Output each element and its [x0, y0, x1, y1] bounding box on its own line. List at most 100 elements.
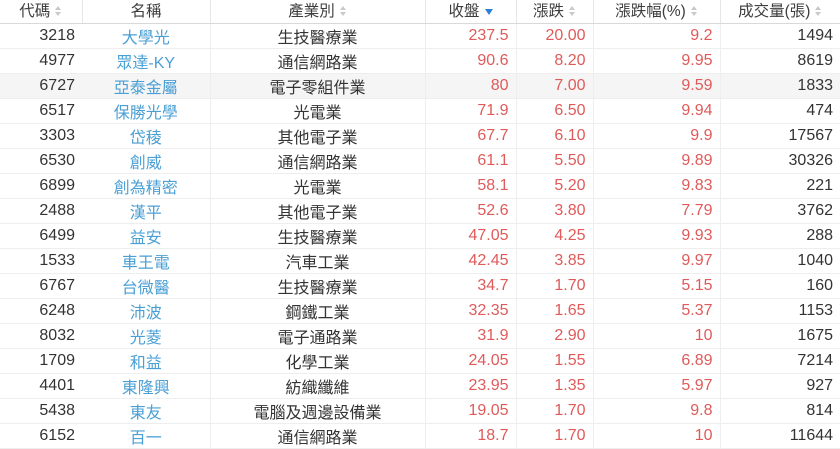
cell-pct: 9.93 — [593, 223, 720, 248]
cell-pct: 10 — [593, 423, 720, 448]
column-header-close[interactable]: 收盤 — [425, 0, 516, 23]
sort-both-icon[interactable] — [340, 5, 347, 17]
sort-both-icon[interactable] — [55, 5, 62, 17]
cell-name[interactable]: 東友 — [82, 398, 210, 423]
cell-name[interactable]: 光菱 — [82, 323, 210, 348]
cell-volume: 7214 — [720, 348, 840, 373]
cell-sector: 通信網路業 — [210, 48, 425, 73]
cell-close: 31.9 — [425, 323, 516, 348]
cell-code: 6727 — [0, 73, 82, 98]
cell-change: 1.65 — [516, 298, 593, 323]
sort-both-icon[interactable] — [815, 5, 822, 17]
cell-code: 6767 — [0, 273, 82, 298]
cell-volume: 927 — [720, 373, 840, 398]
cell-code: 6530 — [0, 148, 82, 173]
cell-name[interactable]: 沛波 — [82, 298, 210, 323]
cell-name[interactable]: 大學光 — [82, 23, 210, 48]
cell-pct: 9.94 — [593, 98, 720, 123]
column-header-sector[interactable]: 產業別 — [210, 0, 425, 23]
column-header-volume[interactable]: 成交量(張) — [720, 0, 840, 23]
cell-pct: 9.89 — [593, 148, 720, 173]
cell-pct: 9.95 — [593, 48, 720, 73]
cell-sector: 化學工業 — [210, 348, 425, 373]
cell-name[interactable]: 台微醫 — [82, 273, 210, 298]
cell-close: 23.95 — [425, 373, 516, 398]
cell-sector: 汽車工業 — [210, 248, 425, 273]
cell-sector: 紡織纖維 — [210, 373, 425, 398]
cell-volume: 474 — [720, 98, 840, 123]
cell-change: 6.50 — [516, 98, 593, 123]
cell-pct: 5.37 — [593, 298, 720, 323]
cell-pct: 9.2 — [593, 23, 720, 48]
cell-close: 24.05 — [425, 348, 516, 373]
cell-name[interactable]: 車王電 — [82, 248, 210, 273]
cell-name[interactable]: 眾達-KY — [82, 48, 210, 73]
cell-sector: 光電業 — [210, 98, 425, 123]
cell-sector: 其他電子業 — [210, 123, 425, 148]
cell-name[interactable]: 益安 — [82, 223, 210, 248]
cell-volume: 1153 — [720, 298, 840, 323]
cell-code: 3218 — [0, 23, 82, 48]
cell-name[interactable]: 保勝光學 — [82, 98, 210, 123]
cell-volume: 1833 — [720, 73, 840, 98]
cell-name[interactable]: 東隆興 — [82, 373, 210, 398]
cell-code: 6152 — [0, 423, 82, 448]
column-header-volume-label: 成交量(張) — [738, 4, 810, 20]
cell-close: 67.7 — [425, 123, 516, 148]
cell-volume: 1675 — [720, 323, 840, 348]
cell-sector: 光電業 — [210, 173, 425, 198]
cell-name[interactable]: 亞泰金屬 — [82, 73, 210, 98]
cell-close: 80 — [425, 73, 516, 98]
cell-code: 8032 — [0, 323, 82, 348]
cell-code: 5438 — [0, 398, 82, 423]
column-header-pct-label: 漲跌幅(%) — [615, 4, 686, 20]
cell-close: 52.6 — [425, 198, 516, 223]
cell-change: 4.25 — [516, 223, 593, 248]
sort-descending-icon[interactable] — [485, 9, 493, 15]
column-header-pct[interactable]: 漲跌幅(%) — [593, 0, 720, 23]
sort-both-icon[interactable] — [691, 5, 698, 17]
sort-both-icon[interactable] — [569, 5, 576, 17]
column-header-change[interactable]: 漲跌 — [516, 0, 593, 23]
column-header-code[interactable]: 代碼 — [0, 0, 82, 23]
cell-name[interactable]: 創威 — [82, 148, 210, 173]
cell-name[interactable]: 漢平 — [82, 198, 210, 223]
cell-code: 4977 — [0, 48, 82, 73]
cell-volume: 17567 — [720, 123, 840, 148]
cell-change: 7.00 — [516, 73, 593, 98]
cell-code: 6499 — [0, 223, 82, 248]
cell-change: 6.10 — [516, 123, 593, 148]
cell-change: 8.20 — [516, 48, 593, 73]
cell-change: 20.00 — [516, 23, 593, 48]
cell-name[interactable]: 和益 — [82, 348, 210, 373]
cell-name[interactable]: 百一 — [82, 423, 210, 448]
cell-sector: 鋼鐵工業 — [210, 298, 425, 323]
cell-pct: 7.79 — [593, 198, 720, 223]
column-header-code-label: 代碼 — [19, 4, 50, 20]
cell-name[interactable]: 岱稜 — [82, 123, 210, 148]
cell-pct: 6.89 — [593, 348, 720, 373]
column-header-name[interactable]: 名稱 — [82, 0, 210, 23]
cell-pct: 9.59 — [593, 73, 720, 98]
cell-change: 1.55 — [516, 348, 593, 373]
cell-code: 2488 — [0, 198, 82, 223]
cell-name[interactable]: 創為精密 — [82, 173, 210, 198]
